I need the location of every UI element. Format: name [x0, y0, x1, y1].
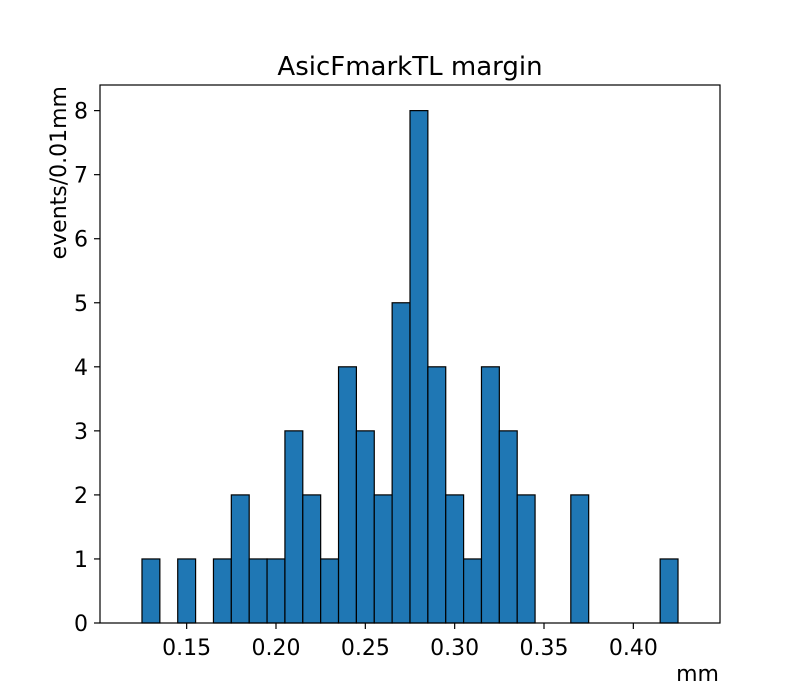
- y-tick-label: 8: [74, 100, 88, 125]
- histogram-bar: [230, 494, 250, 624]
- histogram-bar: [445, 494, 465, 624]
- histogram-bar: [177, 558, 197, 624]
- histogram-bar: [266, 558, 286, 624]
- histogram-bar: [337, 366, 357, 624]
- histogram-bar: [373, 494, 393, 624]
- histogram-bar: [391, 302, 411, 624]
- x-axis-ticks: 0.15 0.20 0.25 0.30 0.35 0.40: [162, 623, 658, 661]
- y-tick-label: 1: [74, 548, 88, 573]
- histogram-bar: [409, 110, 429, 624]
- y-tick-label: 6: [74, 228, 88, 253]
- y-tick-label: 2: [74, 484, 88, 509]
- chart-title: AsicFmarkTL margin: [277, 52, 542, 82]
- histogram-bar: [570, 494, 590, 624]
- histogram-bar: [427, 366, 447, 624]
- histogram-bar: [302, 494, 322, 624]
- y-tick-label: 4: [74, 356, 88, 381]
- histogram-bar: [659, 558, 679, 624]
- histogram-bar: [141, 558, 161, 624]
- histogram-bar: [498, 430, 518, 624]
- histogram-bar: [248, 558, 268, 624]
- y-axis-label: events/0.01mm: [47, 86, 72, 259]
- x-tick-label: 0.35: [520, 636, 569, 661]
- x-tick-label: 0.30: [430, 636, 479, 661]
- histogram-bar: [320, 558, 340, 624]
- x-tick-label: 0.40: [609, 636, 658, 661]
- histogram-bar: [284, 430, 304, 624]
- y-tick-label: 0: [74, 612, 88, 637]
- histogram-bar: [516, 494, 536, 624]
- plot-frame: [99, 84, 721, 624]
- y-tick-label: 7: [74, 164, 88, 189]
- x-tick-label: 0.15: [162, 636, 211, 661]
- histogram-bar: [480, 366, 500, 624]
- y-tick-label: 3: [74, 420, 88, 445]
- x-tick-label: 0.20: [252, 636, 301, 661]
- histogram-bar: [355, 430, 375, 624]
- y-axis-ticks: 0 1 2 3 4 5 6 7 8: [74, 100, 100, 637]
- y-tick-label: 5: [74, 292, 88, 317]
- histogram-bar: [212, 558, 232, 624]
- histogram-bars: [141, 110, 679, 624]
- x-axis-label: mm: [676, 662, 719, 687]
- histogram-bar: [463, 558, 483, 624]
- x-tick-label: 0.25: [341, 636, 390, 661]
